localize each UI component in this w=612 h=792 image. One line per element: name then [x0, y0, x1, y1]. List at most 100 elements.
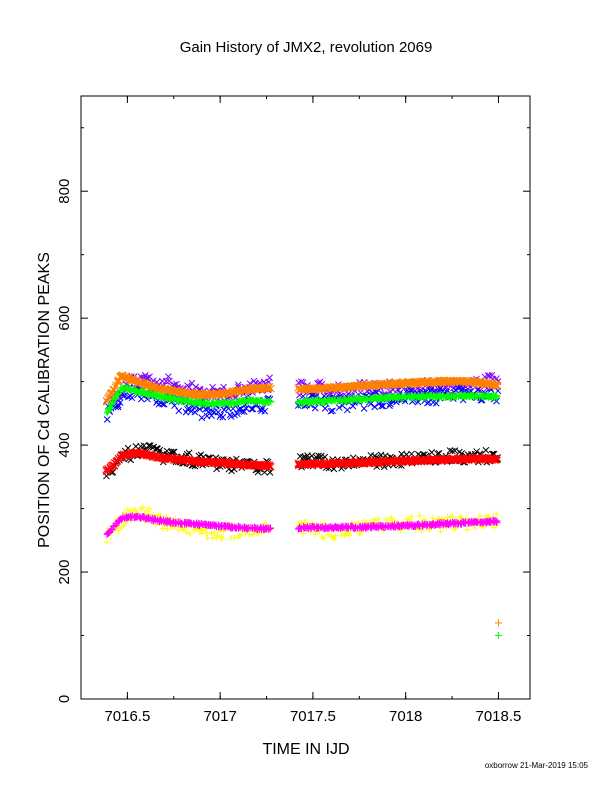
data-point	[122, 520, 129, 527]
series-5	[102, 371, 502, 406]
data-point	[371, 388, 379, 396]
data-point	[116, 399, 124, 406]
data-point	[332, 532, 339, 539]
data-point	[437, 528, 444, 535]
data-point	[211, 529, 218, 536]
data-point	[161, 522, 168, 529]
data-point	[470, 455, 479, 463]
legend-marker	[494, 619, 502, 627]
data-point	[146, 505, 153, 512]
data-point	[265, 461, 274, 469]
data-point	[379, 402, 387, 410]
data-point	[266, 397, 274, 405]
data-point	[329, 407, 336, 415]
data-point	[472, 524, 479, 531]
data-point	[463, 526, 470, 533]
data-point	[482, 446, 490, 454]
data-point	[438, 392, 446, 400]
data-point	[331, 536, 338, 543]
data-point	[220, 406, 228, 414]
series-6	[103, 384, 501, 417]
y-tick-label: 200	[56, 560, 73, 585]
data-point	[450, 514, 457, 521]
data-point	[213, 534, 220, 541]
data-point	[493, 518, 501, 526]
data-point	[156, 446, 164, 454]
data-point	[139, 504, 146, 511]
data-point	[303, 518, 310, 525]
data-point	[444, 377, 453, 386]
data-point	[165, 377, 173, 385]
data-point	[266, 374, 273, 382]
data-point	[432, 399, 440, 407]
data-point	[473, 448, 481, 455]
data-point	[360, 405, 368, 412]
series-8	[103, 512, 501, 538]
data-point	[249, 405, 257, 413]
data-point	[493, 510, 500, 517]
data-point	[192, 383, 200, 391]
data-point	[148, 383, 157, 392]
y-axis: 0 200 400 600 800	[56, 127, 530, 703]
data-point	[105, 405, 113, 413]
data-point	[408, 387, 416, 395]
data-point	[311, 404, 319, 412]
data-point	[416, 513, 423, 520]
data-point	[169, 448, 177, 456]
data-point	[124, 444, 132, 452]
data-point	[446, 447, 454, 454]
y-tick-label: 600	[56, 306, 73, 331]
data-point	[128, 394, 136, 402]
data-point	[217, 527, 224, 534]
data-point	[382, 516, 389, 523]
data-point	[185, 383, 193, 391]
plot-frame	[80, 95, 531, 700]
data-point	[321, 453, 329, 461]
data-point	[169, 524, 176, 531]
data-point	[132, 507, 139, 514]
data-point	[231, 535, 238, 542]
data-point	[107, 526, 115, 534]
data-point	[163, 513, 170, 520]
data-point	[185, 449, 193, 457]
data-point	[491, 381, 500, 390]
data-point	[242, 404, 250, 412]
data-point	[371, 403, 379, 411]
data-point	[235, 405, 242, 413]
data-point	[266, 384, 275, 393]
x-axis-label: TIME IN IJD	[262, 741, 349, 758]
data-point	[418, 527, 425, 534]
y-tick-label: 800	[56, 179, 73, 204]
data-point	[219, 535, 226, 542]
data-point	[321, 405, 329, 412]
data-point	[111, 383, 120, 392]
data-point	[236, 459, 244, 468]
data-point	[103, 539, 110, 546]
data-point	[346, 532, 353, 539]
data-point	[477, 387, 484, 394]
data-point	[160, 400, 168, 408]
data-point	[427, 387, 435, 394]
data-point	[490, 524, 497, 531]
data-point	[211, 522, 219, 530]
y-axis-label: POSITION OF Cd CALIBRATION PEAKS	[36, 252, 53, 548]
data-point	[140, 442, 148, 449]
data-point	[428, 449, 436, 456]
data-point	[198, 414, 206, 422]
data-point	[138, 379, 146, 387]
data-point	[219, 413, 227, 421]
data-point	[320, 535, 327, 542]
data-point	[121, 509, 128, 516]
data-point	[132, 442, 140, 450]
data-point	[493, 454, 501, 463]
data-point	[261, 407, 269, 415]
data-point	[451, 447, 459, 454]
data-point	[229, 405, 237, 413]
data-point	[303, 524, 311, 532]
data-point	[386, 402, 393, 410]
legend-marker	[494, 632, 502, 640]
data-point	[374, 516, 381, 523]
data-point	[453, 519, 461, 527]
x-tick-label: 7017.5	[290, 708, 336, 725]
chart-title: Gain History of JMX2, revolution 2069	[180, 39, 433, 56]
